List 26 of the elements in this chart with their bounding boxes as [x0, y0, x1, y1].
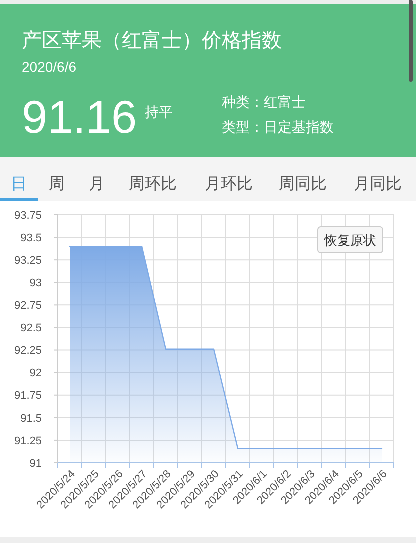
y-tick-label: 91.25 — [14, 435, 42, 448]
y-tick-label: 92.75 — [14, 300, 42, 312]
text: 持平 — [145, 104, 173, 120]
y-tick-label: 92.25 — [14, 345, 42, 358]
text: 周 — [49, 176, 65, 193]
y-tick-label: 91.5 — [20, 412, 42, 425]
text: 周环比 — [129, 175, 177, 193]
text: 月同比 — [354, 175, 402, 193]
y-tick-label: 93.5 — [20, 232, 42, 244]
text: 种类：红富士 — [222, 94, 306, 110]
y-tick-label: 92 — [30, 368, 42, 380]
chart-subtitle: 2020/6/6 — [22, 59, 77, 75]
y-tick-label: 91 — [30, 458, 42, 470]
y-tick-label: 91.75 — [14, 390, 42, 402]
chart-title: 产区苹果（红富士）价格指数 — [22, 29, 282, 52]
text: 周同比 — [279, 175, 327, 193]
text: 月 — [89, 176, 105, 193]
y-tick-label: 93.75 — [14, 210, 42, 222]
y-tick-label: 93 — [30, 277, 42, 290]
text: 月环比 — [205, 175, 253, 193]
text: 类型：日定基指数 — [222, 119, 334, 135]
text: 日 — [11, 176, 27, 193]
annotation: 恢复原状 — [324, 233, 376, 248]
y-tick-label: 92.5 — [20, 322, 42, 335]
text: 91.16 — [22, 91, 138, 143]
y-tick-label: 93.25 — [14, 254, 42, 267]
